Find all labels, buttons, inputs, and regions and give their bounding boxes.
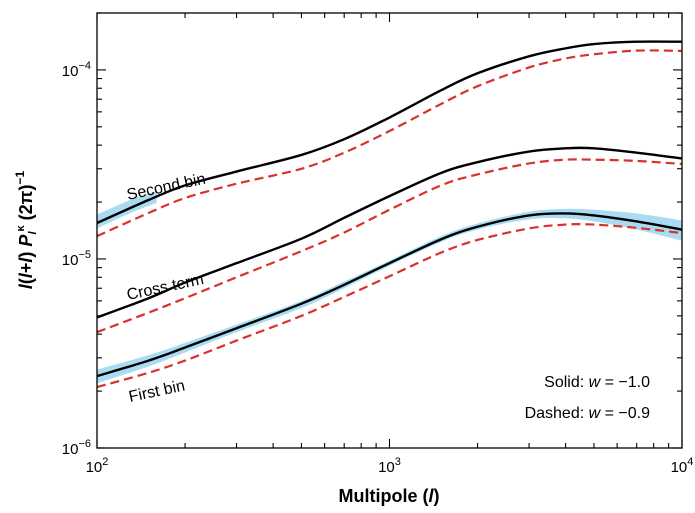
line-first-bin-dashed: [97, 224, 682, 387]
line-cross-term-solid: [97, 148, 682, 318]
y-tick-label: 10−5: [62, 249, 91, 269]
y-tick-label: 10−6: [62, 438, 91, 458]
x-tick-label: 104: [671, 456, 694, 476]
line-second-bin-dashed: [97, 50, 682, 236]
y-axis-title: l(l+l) Plκ (2π)−1: [13, 171, 39, 290]
curve-label-second-bin: Second bin: [125, 171, 207, 204]
band-first-bin: [97, 209, 682, 383]
y-tick-label: 10−4: [62, 60, 91, 80]
curve-label-first-bin: First bin: [127, 377, 186, 405]
series-lines: [97, 42, 682, 388]
x-tick-label: 102: [86, 456, 109, 476]
legend-solid-label: Solid:: [544, 374, 588, 391]
legend-solid: Solid: w = −1.0: [544, 374, 650, 391]
legend-solid-eq: = −1.0: [600, 374, 650, 391]
curve-label-cross-term: Cross term: [125, 271, 205, 304]
legend-dashed-eq: = −0.9: [600, 405, 650, 422]
legend-dashed-label: Dashed:: [525, 405, 589, 422]
x-axis-title: Multipole (l): [339, 486, 440, 506]
legend-dashed: Dashed: w = −0.9: [525, 405, 651, 422]
x-tick-label: 103: [378, 456, 401, 476]
